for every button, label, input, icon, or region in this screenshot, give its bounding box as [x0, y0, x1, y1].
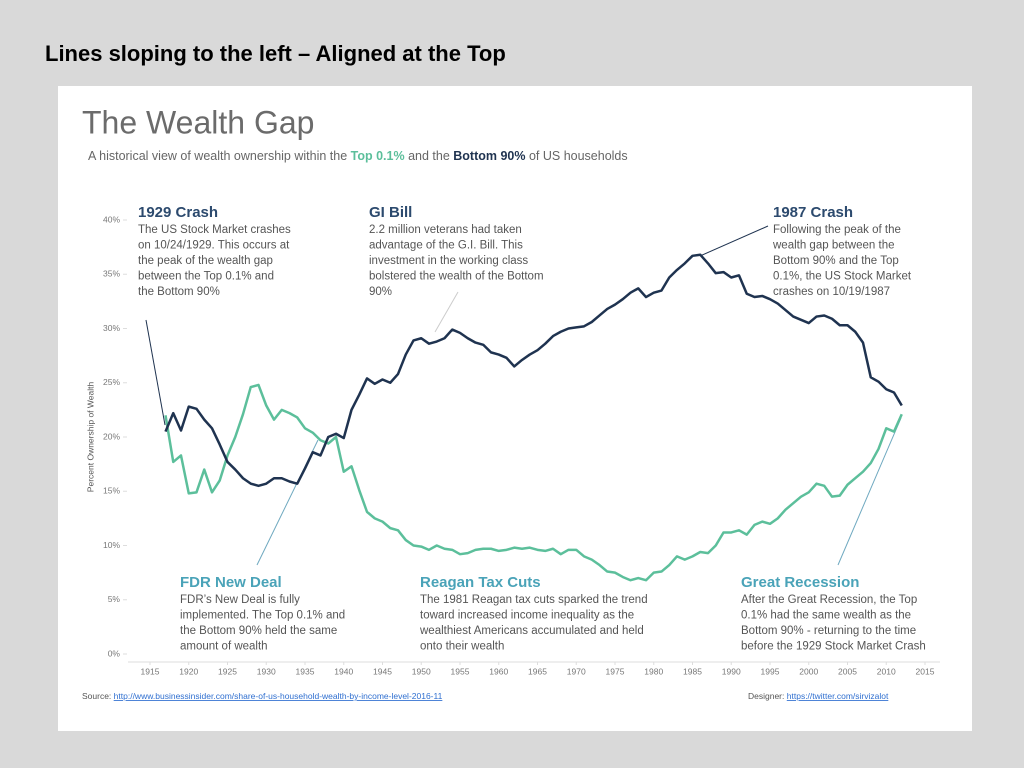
x-tick-label: 1920 — [179, 666, 198, 676]
source-link[interactable]: http://www.businessinsider.com/share-of-… — [114, 691, 443, 701]
x-tick-label: 1935 — [296, 666, 315, 676]
annotation-text: The US Stock Market crashes — [138, 224, 291, 236]
slide-title: Lines sloping to the left – Aligned at t… — [45, 41, 506, 66]
x-tick-label: 1930 — [257, 666, 276, 676]
annotation-text: implemented. The Top 0.1% and — [180, 610, 345, 622]
y-tick-label: 15% — [103, 486, 120, 496]
chart-card — [58, 86, 972, 731]
annotation-text: between the Top 0.1% and — [138, 271, 274, 283]
y-tick-label: 25% — [103, 377, 120, 387]
annotation-text: 0.1%, the US Stock Market — [773, 271, 912, 283]
subtitle-part: A historical view of wealth ownership wi… — [88, 149, 351, 163]
annotation-text: on 10/24/1929. This occurs at — [138, 240, 290, 252]
annotation-text: 90% — [369, 286, 392, 298]
annotation-text: 0.1% had the same wealth as the — [741, 610, 911, 622]
x-tick-label: 1995 — [761, 666, 780, 676]
x-tick-label: 1965 — [528, 666, 547, 676]
x-tick-label: 2010 — [877, 666, 896, 676]
x-tick-label: 1980 — [644, 666, 663, 676]
series-line — [164, 253, 903, 488]
annotation-text: wealthiest Americans accumulated and hel… — [419, 625, 644, 637]
annotation-text: investment in the working class — [369, 255, 528, 267]
x-tick-label: 2005 — [838, 666, 857, 676]
annotation-text: before the 1929 Stock Market Crash — [741, 641, 926, 653]
x-tick-label: 2000 — [799, 666, 818, 676]
annotation-text: Following the peak of the — [773, 224, 901, 236]
x-tick-label: 1975 — [606, 666, 625, 676]
x-tick-label: 1925 — [218, 666, 237, 676]
annotation-text: Bottom 90% - returning to the time — [741, 625, 916, 637]
annotation-text: the Bottom 90% held the same — [180, 625, 337, 637]
leader-line — [837, 417, 902, 566]
annotation-text: After the Great Recession, the Top — [741, 594, 917, 606]
designer: Designer: https://twitter.com/sirvizalot — [748, 691, 889, 701]
x-tick-label: 1960 — [489, 666, 508, 676]
y-tick-label: 10% — [103, 540, 120, 550]
chart-subtitle: A historical view of wealth ownership wi… — [88, 149, 628, 163]
x-tick-label: 1945 — [373, 666, 392, 676]
x-tick-label: 1970 — [567, 666, 586, 676]
annotation-text: the peak of the wealth gap — [138, 255, 273, 267]
subtitle-part: Top 0.1% — [351, 149, 405, 163]
subtitle-part: Bottom 90% — [453, 149, 525, 163]
annotation-text: FDR’s New Deal is fully — [180, 594, 300, 606]
y-axis-label: Percent Ownership of Wealth — [85, 382, 95, 493]
x-tick-label: 1955 — [451, 666, 470, 676]
x-tick-label: 2015 — [916, 666, 935, 676]
annotation-title: Great Recession — [741, 574, 859, 591]
annotation-text: toward increased income inequality as th… — [420, 610, 634, 622]
x-tick-label: 1990 — [722, 666, 741, 676]
designer-link[interactable]: https://twitter.com/sirvizalot — [787, 691, 889, 701]
annotation-text: the Bottom 90% — [138, 286, 220, 298]
x-tick-label: 1985 — [683, 666, 702, 676]
annotation-text: onto their wealth — [420, 641, 504, 653]
x-tick-label: 1915 — [141, 666, 160, 676]
designer-label: Designer: — [748, 691, 784, 701]
y-tick-label: 5% — [108, 594, 121, 604]
y-tick-label: 40% — [103, 214, 120, 224]
leader-line — [145, 319, 166, 426]
annotation-title: 1987 Crash — [773, 204, 853, 221]
y-tick-label: 0% — [108, 648, 121, 658]
x-tick-label: 1950 — [412, 666, 431, 676]
annotation-text: Bottom 90% and the Top — [773, 255, 899, 267]
source-label: Source: — [82, 691, 111, 701]
annotation-text: amount of wealth — [180, 641, 268, 653]
series-line — [164, 383, 903, 582]
annotation-text: 2.2 million veterans had taken — [369, 224, 522, 236]
annotation-text: crashes on 10/19/1987 — [773, 286, 890, 298]
annotation-title: GI Bill — [369, 204, 412, 221]
subtitle-part: and the — [405, 149, 454, 163]
chart-title: The Wealth Gap — [82, 104, 314, 140]
y-tick-label: 35% — [103, 269, 120, 279]
annotation-title: 1929 Crash — [138, 204, 218, 221]
annotation-text: bolstered the wealth of the Bottom — [369, 271, 544, 283]
subtitle-part: of US households — [525, 149, 627, 163]
y-tick-label: 30% — [103, 323, 120, 333]
y-tick-label: 20% — [103, 431, 120, 441]
annotation-title: FDR New Deal — [180, 574, 282, 591]
annotation-text: wealth gap between the — [772, 240, 894, 252]
annotation-title: Reagan Tax Cuts — [420, 574, 541, 591]
leader-line — [434, 291, 459, 333]
leader-line — [699, 225, 769, 257]
x-tick-label: 1940 — [334, 666, 353, 676]
source: Source: http://www.businessinsider.com/s… — [82, 691, 443, 701]
annotation-text: advantage of the G.I. Bill. This — [369, 240, 523, 252]
annotation-text: The 1981 Reagan tax cuts sparked the tre… — [420, 594, 648, 606]
